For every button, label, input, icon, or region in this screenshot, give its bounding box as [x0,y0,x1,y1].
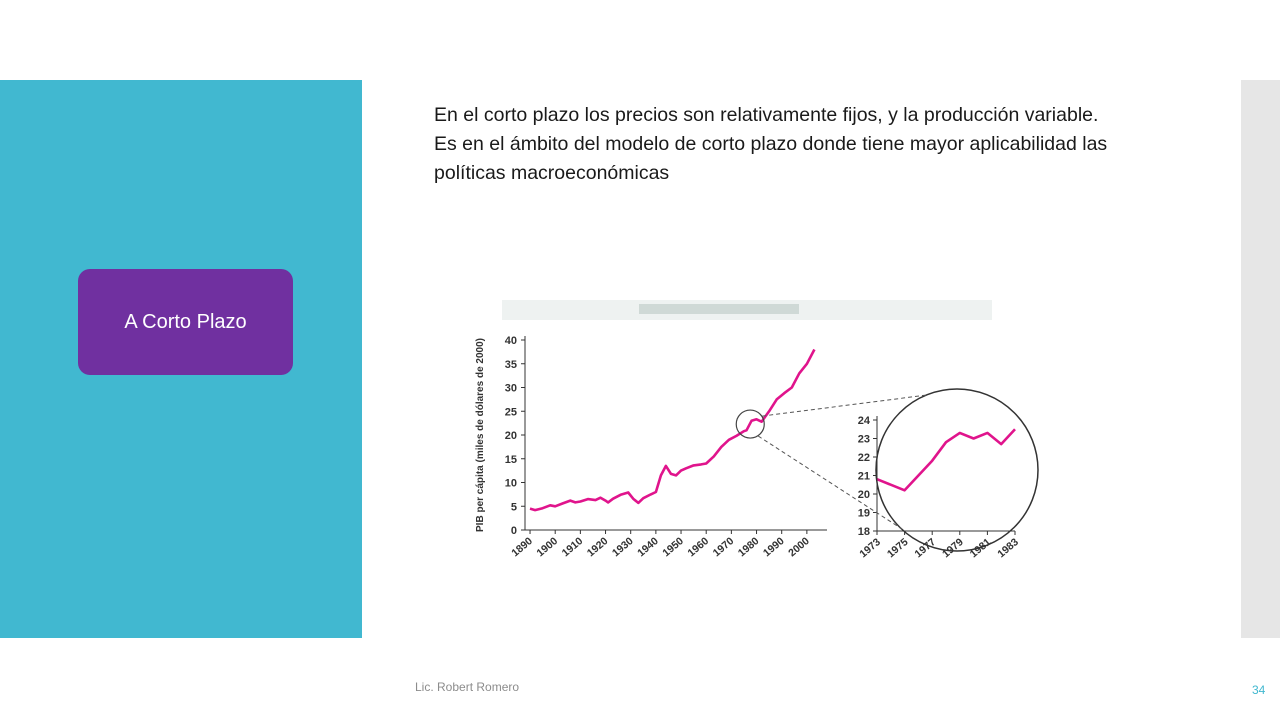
right-gray-strip [1241,80,1280,638]
paragraph-short-term-prices: En el corto plazo los precios son relati… [434,104,1099,126]
main-x-tick-label: 1980 [736,535,762,559]
connector-top [762,394,928,417]
paragraph-macro-policies: Es en el ámbito del modelo de corto plaz… [434,133,1108,184]
main-series-line [529,348,816,512]
inset-y-tick-label: 20 [858,489,870,501]
section-label-button[interactable]: A Corto Plazo [78,269,293,375]
inset-y-tick-label: 23 [858,434,870,446]
main-x-tick-label: 1900 [535,535,561,559]
zoom-circle-large [875,388,1039,552]
inset-y-tick-label: 22 [858,452,870,464]
main-x-tick-label: 1930 [610,535,636,559]
main-y-tick-label: 5 [511,501,517,513]
main-y-tick-label: 20 [505,430,517,442]
main-y-tick-label: 40 [505,335,517,347]
inset-series-line [876,428,1016,492]
main-y-tick-label: 35 [505,359,517,371]
scan-artifact-bar [639,304,799,314]
main-y-tick-label: 15 [505,454,517,466]
section-label-text: A Corto Plazo [124,310,247,333]
main-y-axis-label: PIB per cápita (miles de dólares de 2000… [475,338,486,532]
main-x-tick-label: 1910 [560,535,586,559]
main-x-tick-label: 1970 [711,535,737,559]
inset-y-tick-label: 24 [858,415,871,427]
main-chart: 0 5 10 15 20 25 30 35 40 1890 1900 1910 1920 1930 1940… [475,335,827,559]
main-x-tick-label: 1990 [761,535,787,559]
inset-x-tick-label: 1979 [940,536,966,560]
main-x-tick-label: 1960 [686,535,712,559]
gdp-chart-image: 0 5 10 15 20 25 30 35 40 1890 1900 1910 1920 1930 1940… [467,298,1047,583]
zoom-circle-small [735,409,765,439]
main-y-tick-label: 30 [505,383,517,395]
main-x-tick-label: 1940 [635,535,661,559]
inset-x-tick-label: 1975 [885,536,911,560]
main-y-tick-label: 0 [511,525,517,537]
main-y-tick-label: 25 [505,406,517,418]
inset-y-tick-label: 18 [858,526,870,538]
connector-bottom [757,435,903,530]
inset-x-tick-label: 1973 [857,536,883,560]
inset-y-tick-label: 21 [858,471,870,483]
main-x-tick-label: 1950 [660,535,686,559]
main-x-tick-label: 2000 [786,535,812,559]
inset-y-tick-label: 19 [858,508,870,520]
zoom-connectors [757,394,928,530]
body-text: En el corto plazo los precios son relati… [434,101,1134,188]
footer-author: Lic. Robert Romero [415,680,520,694]
main-x-tick-label: 1920 [585,535,611,559]
main-x-tick-label: 1890 [509,535,535,559]
main-y-tick-label: 10 [505,478,517,490]
slide-number: 34 [1252,683,1266,697]
